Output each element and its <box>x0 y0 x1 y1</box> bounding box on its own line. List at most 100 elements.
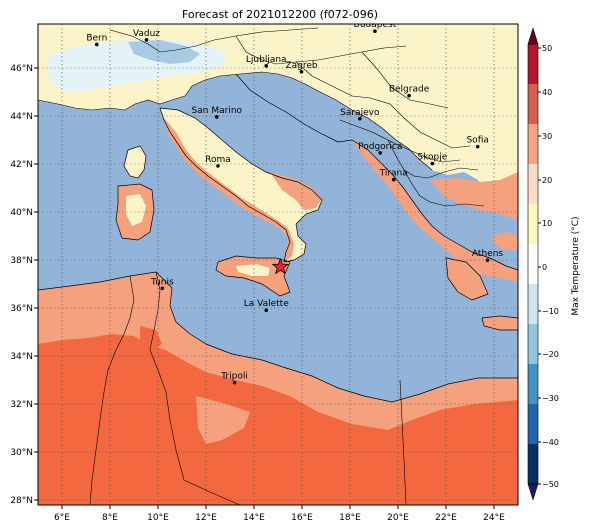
city-dot <box>95 42 99 47</box>
colorbar-tick-label: 20 <box>542 176 552 185</box>
colorbar-bin <box>528 84 538 125</box>
colorbar-bin <box>528 284 538 325</box>
city-label: Podgorica <box>358 142 402 152</box>
border-line <box>183 479 241 505</box>
colorbar-tick-label: −10 <box>542 307 559 316</box>
city-dot <box>358 116 362 121</box>
lat-tick-label: 40°N <box>10 208 33 218</box>
colorbar: 50 40 30 20 10 0 −10 −20 −30 −40 −50 Max… <box>527 27 581 501</box>
coastline <box>159 107 323 263</box>
colorbar-bin <box>528 364 538 405</box>
lon-tick-label: 14°E <box>243 513 265 523</box>
colorbar-tick-label: 0 <box>542 263 547 272</box>
city-label: La Valette <box>244 299 289 309</box>
city-dot <box>264 64 269 68</box>
colorbar-tick-label: 10 <box>542 219 552 228</box>
colorbar-tick-label: −50 <box>542 480 559 489</box>
city-dot <box>264 308 269 312</box>
city-dot <box>160 286 165 291</box>
longitude-labels: 6°E 8°E 10°E 12°E 14°E 16°E 18°E 20°E 22… <box>54 505 505 523</box>
city-sarajevo: Sarajevo <box>340 108 380 121</box>
colorbar-bins <box>528 44 538 485</box>
city-podgorica: Podgorica <box>358 142 402 155</box>
city-dot <box>144 38 149 42</box>
coastline <box>38 271 518 403</box>
colorbar-bin <box>528 124 538 165</box>
lon-tick-label: 12°E <box>195 513 217 523</box>
colorbar-bin <box>528 404 538 445</box>
colorbar-tick-label: −30 <box>542 394 559 403</box>
coastline <box>115 183 155 241</box>
colorbar-tick-label: 30 <box>542 132 552 141</box>
city-label: Skopje <box>417 152 447 162</box>
colorbar-bin <box>528 244 538 285</box>
city-dot <box>215 115 219 119</box>
colorbar-bin <box>528 164 538 205</box>
coastline <box>123 145 147 179</box>
colorbar-frame <box>527 43 539 485</box>
lat-tick-label: 34°N <box>10 352 33 362</box>
coastline <box>445 257 489 301</box>
city-label: Tirana <box>379 169 408 179</box>
lat-tick-label: 42°N <box>10 160 33 170</box>
colorbar-bin <box>528 444 538 485</box>
city-label: Athens <box>472 249 503 259</box>
border-line <box>339 119 461 163</box>
lon-tick-label: 20°E <box>387 513 409 523</box>
italy-heel-warm <box>270 172 322 210</box>
colorbar-label: Max Temperature (°C) <box>571 216 581 315</box>
city-label: Roma <box>205 155 231 165</box>
crete-island <box>482 316 518 330</box>
coastline <box>481 315 518 331</box>
city-ljubljana: Ljubljana <box>246 55 287 68</box>
city-budapest: Budapest <box>354 24 397 34</box>
coastline <box>235 73 518 271</box>
city-label: Zagreb <box>285 61 317 71</box>
border-line <box>361 51 449 109</box>
sicily-interior <box>236 264 270 276</box>
alps-cold-core <box>128 40 200 64</box>
city-dot <box>378 151 383 155</box>
city-dot <box>391 177 396 182</box>
lat-tick-label: 32°N <box>10 400 33 410</box>
map-frame <box>37 23 519 506</box>
city-dot <box>299 70 304 74</box>
city-label: Belgrade <box>389 85 430 95</box>
balkan-coast-warm <box>352 140 518 282</box>
city-vaduz: Vaduz <box>133 29 160 42</box>
colorbar-tick-label: 40 <box>542 88 552 97</box>
coastlines <box>38 73 518 403</box>
city-skopje: Skopje <box>417 152 448 166</box>
colorbar-bin <box>528 204 538 245</box>
city-label: Tunis <box>150 277 174 287</box>
border-line <box>387 139 485 207</box>
city-la-valette: La Valette <box>244 299 289 312</box>
city-label: San Marino <box>192 106 243 116</box>
colorbar-tick-labels: 50 40 30 20 10 0 −10 −20 −30 −40 −50 <box>538 44 559 489</box>
colorbar-tick-label: −40 <box>542 438 559 447</box>
lon-tick-label: 24°E <box>483 513 505 523</box>
city-san-marino: San Marino <box>192 106 243 119</box>
aegean-islands <box>492 232 518 250</box>
colorbar-max-arrow <box>527 27 539 45</box>
city-tripoli: Tripoli <box>220 372 248 385</box>
lon-tick-label: 10°E <box>147 513 169 523</box>
coastline <box>215 255 291 297</box>
border-line <box>304 83 433 171</box>
greece-warm-east <box>430 172 518 220</box>
city-dot <box>216 164 220 168</box>
border-line <box>295 61 471 149</box>
border-line <box>89 275 135 505</box>
latitude-labels: 46°N 44°N 42°N 40°N 38°N 36°N 34°N 32°N … <box>10 64 38 506</box>
city-belgrade: Belgrade <box>389 85 430 98</box>
city-label: Vaduz <box>133 29 160 39</box>
sardinia-interior <box>126 194 146 226</box>
city-roma: Roma <box>205 155 231 168</box>
colorbar-min-arrow <box>527 483 539 501</box>
colorbar-tick-label: 50 <box>542 44 552 53</box>
colorbar-tick-label: −20 <box>542 350 559 359</box>
lon-tick-label: 18°E <box>339 513 361 523</box>
lon-tick-label: 8°E <box>102 513 118 523</box>
